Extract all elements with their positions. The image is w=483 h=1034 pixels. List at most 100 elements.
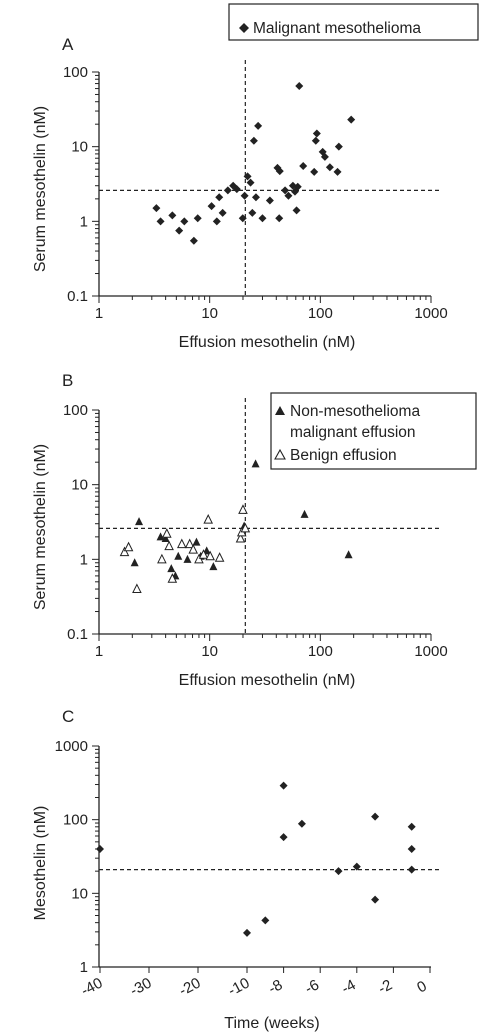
- legend-malignant-mesothelioma: Malignant mesothelioma: [253, 20, 421, 37]
- data-point-diamond: [310, 167, 319, 176]
- y-tick-label: 1000: [55, 738, 88, 755]
- data-point-diamond: [96, 844, 104, 853]
- data-point-diamond: [238, 214, 247, 223]
- panel-b-axes: 1 10 100 1000 0.1 1 10 100: [63, 398, 448, 660]
- data-point-filled-triangle: [251, 459, 260, 468]
- data-point-filled-triangle: [209, 562, 218, 571]
- data-point-diamond: [246, 178, 255, 187]
- panel-c-y-axis-label: Mesothelin (nM): [32, 806, 49, 921]
- x-tick-label: -2: [375, 976, 395, 997]
- x-tick-label: 1000: [414, 305, 447, 322]
- y-tick-label: 1: [80, 213, 88, 230]
- panel-b-letter: B: [62, 371, 73, 390]
- data-point-diamond: [352, 862, 361, 871]
- x-tick-label: 10: [201, 643, 218, 660]
- panel-a-letter: A: [62, 35, 74, 54]
- data-point-open-triangle: [123, 541, 134, 552]
- data-point-diamond: [249, 136, 258, 145]
- data-point-diamond: [251, 193, 260, 202]
- data-point-diamond: [407, 844, 416, 853]
- panel-a-legend-box: [228, 3, 479, 41]
- panel-b-y-axis-label: Serum mesothelin (nM): [32, 444, 49, 610]
- data-point-diamond: [293, 182, 302, 191]
- data-point-open-triangle: [198, 549, 209, 559]
- data-point-open-triangle: [132, 583, 142, 594]
- x-tick-label: -4: [339, 976, 359, 997]
- data-point-open-triangle: [205, 550, 215, 561]
- x-tick-label: -10: [225, 974, 252, 999]
- data-point-diamond: [180, 217, 189, 226]
- y-tick-label: 10: [71, 477, 88, 494]
- data-point-open-triangle: [188, 543, 199, 554]
- data-point-open-triangle: [164, 540, 174, 551]
- x-tick-label: 100: [308, 305, 333, 322]
- y-tick-label: 10: [71, 139, 88, 156]
- data-point-diamond: [334, 142, 343, 151]
- panel-a-axes: 1 10 100 1000 0.1 1 10 100: [63, 60, 448, 322]
- legend-diamond-marker: [239, 23, 249, 33]
- data-point-diamond: [407, 822, 416, 831]
- data-point-diamond: [175, 226, 184, 235]
- data-point-diamond: [320, 152, 329, 161]
- panel-b-legend: Non-mesothelioma malignant effusion Beni…: [270, 392, 477, 470]
- data-point-open-triangle: [157, 553, 167, 564]
- legend-non-mesothelioma-line1: Non-mesothelioma: [290, 403, 420, 420]
- x-tick-label: 10: [201, 305, 218, 322]
- y-tick-label: 1: [80, 551, 88, 568]
- x-tick-label: -30: [127, 974, 154, 999]
- data-point-filled-triangle: [344, 550, 353, 559]
- data-point-open-triangle: [167, 573, 178, 583]
- x-tick-label: -6: [302, 976, 322, 997]
- data-point-diamond: [299, 162, 308, 171]
- panel-a-legend: Malignant mesothelioma: [228, 3, 479, 41]
- panel-b-legend-box: [270, 392, 477, 470]
- data-point-diamond: [261, 916, 270, 925]
- data-point-diamond: [347, 115, 356, 124]
- data-point-open-triangle: [238, 504, 248, 514]
- data-point-filled-triangle: [156, 532, 165, 541]
- data-point-diamond: [325, 163, 334, 172]
- data-point-diamond: [168, 211, 177, 220]
- data-point-open-triangle: [176, 538, 187, 549]
- data-point-open-triangle: [235, 532, 246, 543]
- data-point-diamond: [407, 865, 416, 874]
- data-point-filled-triangle: [135, 517, 144, 526]
- data-point-diamond: [371, 812, 380, 821]
- data-point-diamond: [218, 208, 227, 217]
- panel-b-points: [119, 459, 353, 594]
- data-point-filled-triangle: [174, 551, 183, 560]
- data-point-diamond: [279, 833, 288, 842]
- data-point-diamond: [212, 217, 221, 226]
- data-point-diamond: [275, 167, 284, 176]
- panel-a-y-axis-label: Serum mesothelin (nM): [32, 106, 49, 272]
- x-tick-label: 1: [95, 643, 103, 660]
- data-point-diamond: [248, 208, 257, 217]
- data-point-open-triangle: [240, 522, 251, 533]
- x-tick-label: 0: [414, 978, 429, 997]
- panel-a-points: [152, 81, 356, 245]
- data-point-open-triangle: [119, 546, 130, 557]
- panel-a-x-axis-label: Effusion mesothelin (nM): [179, 334, 356, 351]
- data-point-open-triangle: [162, 528, 172, 538]
- data-point-diamond: [295, 81, 304, 90]
- panel-c-letter: C: [62, 707, 74, 726]
- y-tick-label: 0.1: [67, 626, 88, 643]
- panel-c-x-axis-label: Time (weeks): [224, 1015, 319, 1032]
- data-point-diamond: [254, 121, 263, 130]
- x-tick-label: -8: [266, 976, 286, 997]
- legend-benign-effusion: Benign effusion: [290, 447, 397, 464]
- y-tick-label: 100: [63, 64, 88, 81]
- data-point-open-triangle: [203, 514, 214, 524]
- data-point-diamond: [232, 185, 241, 194]
- y-tick-label: 10: [71, 885, 88, 902]
- data-point-diamond: [223, 186, 232, 195]
- data-point-diamond: [258, 214, 267, 223]
- y-tick-label: 100: [63, 402, 88, 419]
- panel-b: B 1 10 100 1000 0.1 1 10 100 Non-mesothelioma m…: [32, 371, 477, 689]
- x-tick-label: 100: [308, 643, 333, 660]
- data-point-filled-triangle: [167, 564, 176, 573]
- data-point-diamond: [284, 191, 293, 200]
- y-tick-label: 0.1: [67, 288, 88, 305]
